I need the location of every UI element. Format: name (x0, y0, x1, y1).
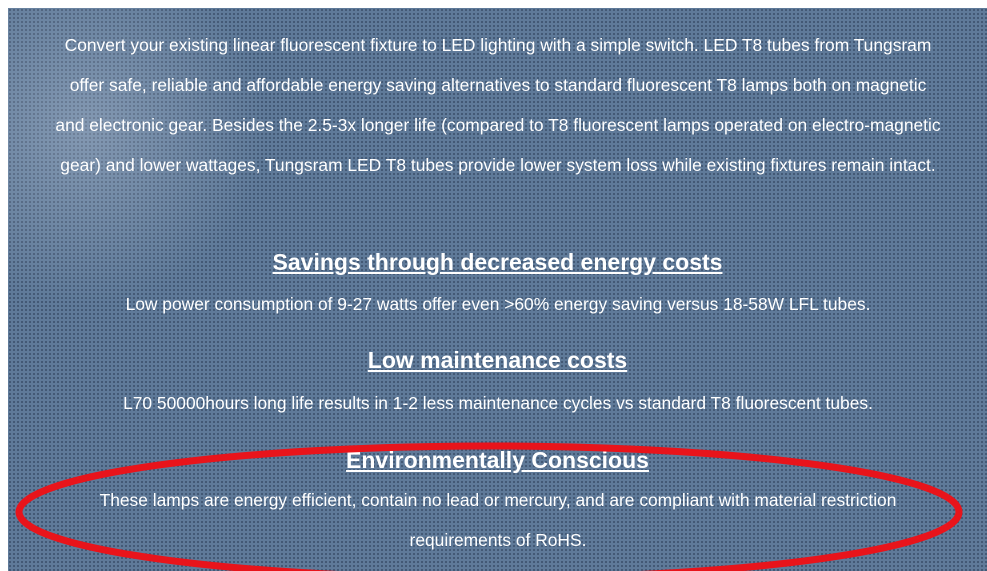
content-panel: Convert your existing linear fluorescent… (8, 8, 987, 571)
intro-text: Convert your existing linear fluorescent… (53, 25, 943, 185)
section-heading: Savings through decreased energy costs (8, 247, 987, 277)
section-heading: Environmentally Conscious (8, 445, 987, 475)
section-body: Low power consumption of 9-27 watts offe… (53, 284, 943, 324)
section-body: L70 50000hours long life results in 1-2 … (53, 383, 943, 423)
section-body: These lamps are energy efficient, contai… (53, 480, 943, 560)
section-heading: Low maintenance costs (8, 345, 987, 375)
page: {"intro": "Convert your existing linear … (0, 0, 987, 571)
